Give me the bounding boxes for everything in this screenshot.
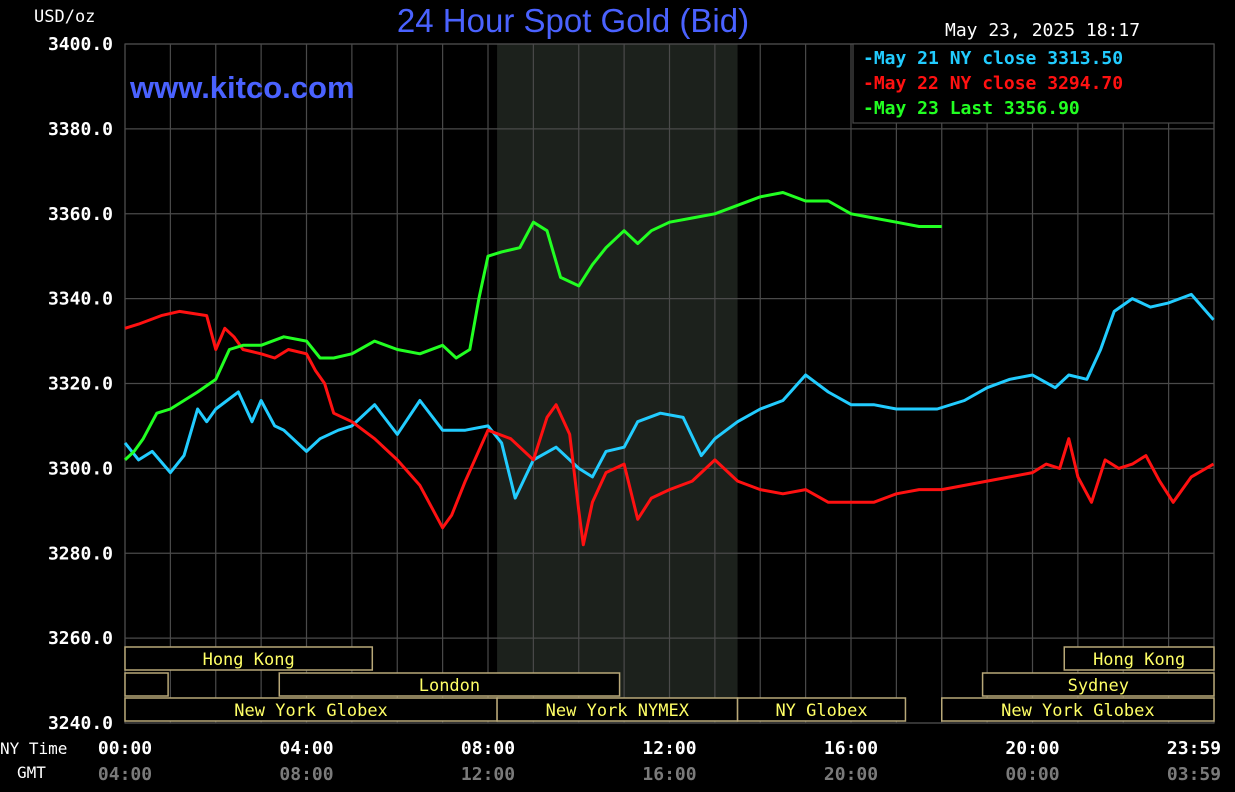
chart-title: 24 Hour Spot Gold (Bid) — [397, 2, 749, 39]
session-label: New York NYMEX — [546, 701, 690, 721]
x-tick-label-ny: 23:59 — [1167, 738, 1221, 759]
x-tick-label-gmt: 08:00 — [279, 764, 333, 785]
plot-border — [124, 43, 1215, 724]
legend: -May 21 NY close 3313.50 -May 22 NY close… — [852, 43, 1215, 124]
legend-entry: -May 21 NY close 3313.50 — [863, 48, 1123, 69]
series-line-may-22 — [124, 309, 1215, 547]
watermark-url: www.kitco.com — [129, 70, 355, 105]
series-line-may-21 — [123, 292, 1215, 500]
x-tick-label-gmt: 20:00 — [824, 764, 878, 785]
x-axis-label-gmt: GMT — [17, 763, 46, 782]
x-tick-label-gmt: 00:00 — [1005, 764, 1059, 785]
session-box — [124, 672, 169, 697]
session-box — [941, 697, 1215, 722]
session-label: New York Globex — [234, 701, 388, 721]
y-tick-label: 3300.0 — [48, 458, 113, 479]
y-tick-label: 3320.0 — [48, 374, 113, 395]
session-label: Hong Kong — [1093, 650, 1185, 670]
x-axis-label-ny: NY Time — [0, 739, 67, 758]
y-tick-label: 3340.0 — [48, 289, 113, 310]
session-label: Hong Kong — [203, 650, 295, 670]
session-label: New York Globex — [1001, 701, 1155, 721]
x-tick-label-gmt: 12:00 — [461, 764, 515, 785]
y-axis-unit-label: USD/oz — [34, 7, 95, 27]
session-box — [981, 672, 1215, 697]
x-tick-label-ny: 16:00 — [824, 738, 878, 759]
y-tick-label: 3260.0 — [48, 628, 113, 649]
x-tick-label-gmt: 03:59 — [1167, 764, 1221, 785]
legend-box — [852, 43, 1215, 124]
price-series — [123, 191, 1215, 547]
y-tick-label: 3280.0 — [48, 543, 113, 564]
grid-lines — [124, 43, 1215, 724]
series-line-may-23 — [123, 191, 942, 461]
session-label: London — [419, 676, 480, 696]
y-tick-label: 3380.0 — [48, 119, 113, 140]
x-tick-label-ny: 08:00 — [461, 738, 515, 759]
session-box — [1063, 646, 1215, 671]
y-tick-label: 3400.0 — [48, 34, 113, 55]
y-tick-label: 3240.0 — [48, 713, 113, 734]
legend-entry: -May 23 Last 3356.90 — [863, 98, 1080, 119]
session-label: Sydney — [1068, 676, 1129, 696]
timestamp: May 23, 2025 18:17 — [945, 20, 1140, 41]
legend-entry: -May 22 NY close 3294.70 — [863, 73, 1123, 94]
session-label: NY Globex — [775, 701, 867, 721]
x-tick-label-ny: 20:00 — [1005, 738, 1059, 759]
session-box — [124, 646, 374, 671]
x-tick-label-ny: 12:00 — [642, 738, 696, 759]
session-box — [278, 672, 621, 697]
axis-labels: 3400.0 3380.0 3360.0 3340.0 3320.0 3300.0 3280… — [0, 34, 1221, 785]
x-tick-label-ny: 00:00 — [98, 738, 152, 759]
y-tick-label: 3360.0 — [48, 204, 113, 225]
x-tick-label-gmt: 16:00 — [642, 764, 696, 785]
market-sessions: Hong Kong London New York Globex New York N… — [124, 646, 1215, 722]
session-box — [736, 697, 907, 722]
x-tick-label-gmt: 04:00 — [98, 764, 152, 785]
x-tick-label-ny: 04:00 — [279, 738, 333, 759]
